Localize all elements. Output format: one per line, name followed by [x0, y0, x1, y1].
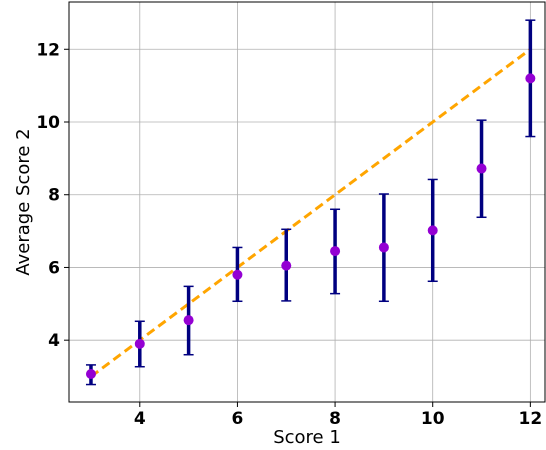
- y-tick-label: 10: [36, 113, 60, 133]
- data-point: [85, 369, 96, 379]
- data-point: [330, 246, 341, 257]
- x-tick-label: 8: [329, 409, 341, 429]
- data-point: [427, 225, 438, 236]
- x-tick-label: 12: [519, 409, 543, 429]
- grid: [69, 2, 545, 402]
- tick-layer: 4 6 8 10 12 4 6 8 10 12: [36, 40, 542, 429]
- reference-line: [90, 48, 532, 378]
- x-tick-label: 10: [421, 409, 445, 429]
- data-point: [281, 260, 292, 271]
- y-tick-label: 4: [48, 331, 60, 351]
- x-tick-label: 6: [232, 409, 244, 429]
- reference-line-layer: [90, 48, 532, 378]
- point-layer: [85, 73, 536, 379]
- data-point: [476, 163, 487, 174]
- x-axis-label: Score 1: [273, 427, 341, 448]
- data-point: [183, 315, 194, 326]
- data-point: [134, 338, 145, 349]
- data-point: [232, 269, 243, 280]
- data-point: [525, 73, 536, 84]
- y-tick-label: 8: [48, 186, 60, 206]
- y-axis-label: Average Score 2: [13, 128, 34, 275]
- x-tick-label: 4: [134, 409, 146, 429]
- data-point: [378, 242, 389, 253]
- plot-frame: [68, 1, 546, 403]
- y-tick-label: 12: [36, 40, 60, 60]
- y-tick-label: 6: [48, 258, 60, 278]
